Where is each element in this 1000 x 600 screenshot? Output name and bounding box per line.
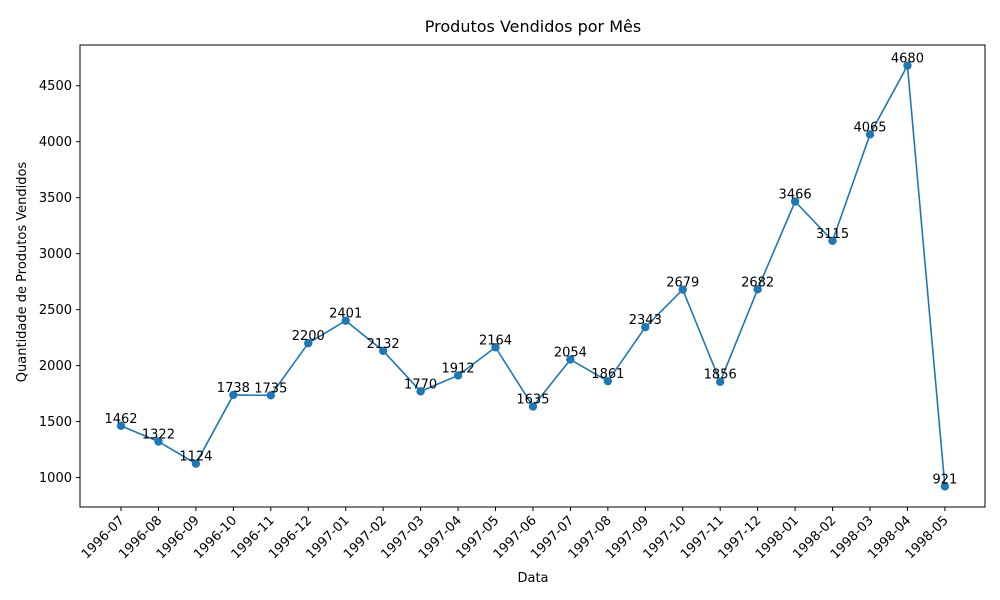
data-point[interactable] [154,437,163,446]
data-point[interactable] [378,346,388,356]
data-label: 2054 [554,346,587,361]
data-label: 1322 [142,428,175,443]
data-point[interactable] [716,377,725,386]
data-point[interactable] [116,421,126,431]
data-label: 3466 [779,188,812,203]
data-label: 1735 [254,381,287,396]
data-point[interactable] [678,285,687,294]
y-tick-label: 4000 [39,135,72,150]
data-point[interactable] [191,459,201,468]
data-point[interactable] [603,376,613,386]
data-point[interactable] [790,197,800,206]
data-point[interactable] [341,316,350,325]
data-label: 2401 [329,307,362,322]
y-tick-label: 2000 [39,359,72,374]
data-point[interactable] [266,391,275,400]
data-label: 2343 [629,313,662,328]
data-label: 4680 [891,52,924,67]
y-axis-title: Quantidade de Produtos Vendidos [15,162,30,383]
data-label: 921 [932,472,957,487]
data-point[interactable] [753,285,762,294]
data-point[interactable] [491,343,500,352]
data-point[interactable] [416,387,425,396]
y-tick-label: 4500 [39,79,72,94]
data-label: 1124 [179,450,212,465]
data-label: 1738 [217,381,250,396]
y-tick-label: 1500 [39,415,72,430]
data-label: 2679 [666,276,699,291]
y-tick-label: 1000 [39,471,72,486]
data-point[interactable] [903,61,912,70]
data-point[interactable] [229,390,238,400]
data-label: 1770 [404,377,437,392]
data-label: 1635 [516,392,549,407]
data-point[interactable] [828,236,837,245]
y-tick-label: 2500 [39,303,72,318]
data-point[interactable] [566,355,575,364]
y-tick-label: 3000 [39,247,72,262]
data-label: 3115 [816,227,849,242]
data-label: 1462 [104,412,137,427]
data-label: 2200 [292,329,325,344]
data-point[interactable] [865,130,875,139]
data-point[interactable] [528,402,538,411]
data-label: 1856 [704,368,737,383]
chart-title: Produtos Vendidos por Mês [425,17,641,36]
data-label: 2164 [479,333,512,348]
y-tick-label: 3500 [39,191,72,206]
x-axis-title: Data [517,571,548,586]
data-label: 4065 [853,120,886,135]
data-point[interactable] [453,371,463,380]
data-point[interactable] [641,323,650,332]
data-point[interactable] [304,339,313,348]
data-label: 2682 [741,275,774,290]
data-label: 2132 [367,337,400,352]
data-point[interactable] [940,482,950,491]
data-label: 1861 [591,367,624,382]
data-label: 1912 [442,361,475,376]
